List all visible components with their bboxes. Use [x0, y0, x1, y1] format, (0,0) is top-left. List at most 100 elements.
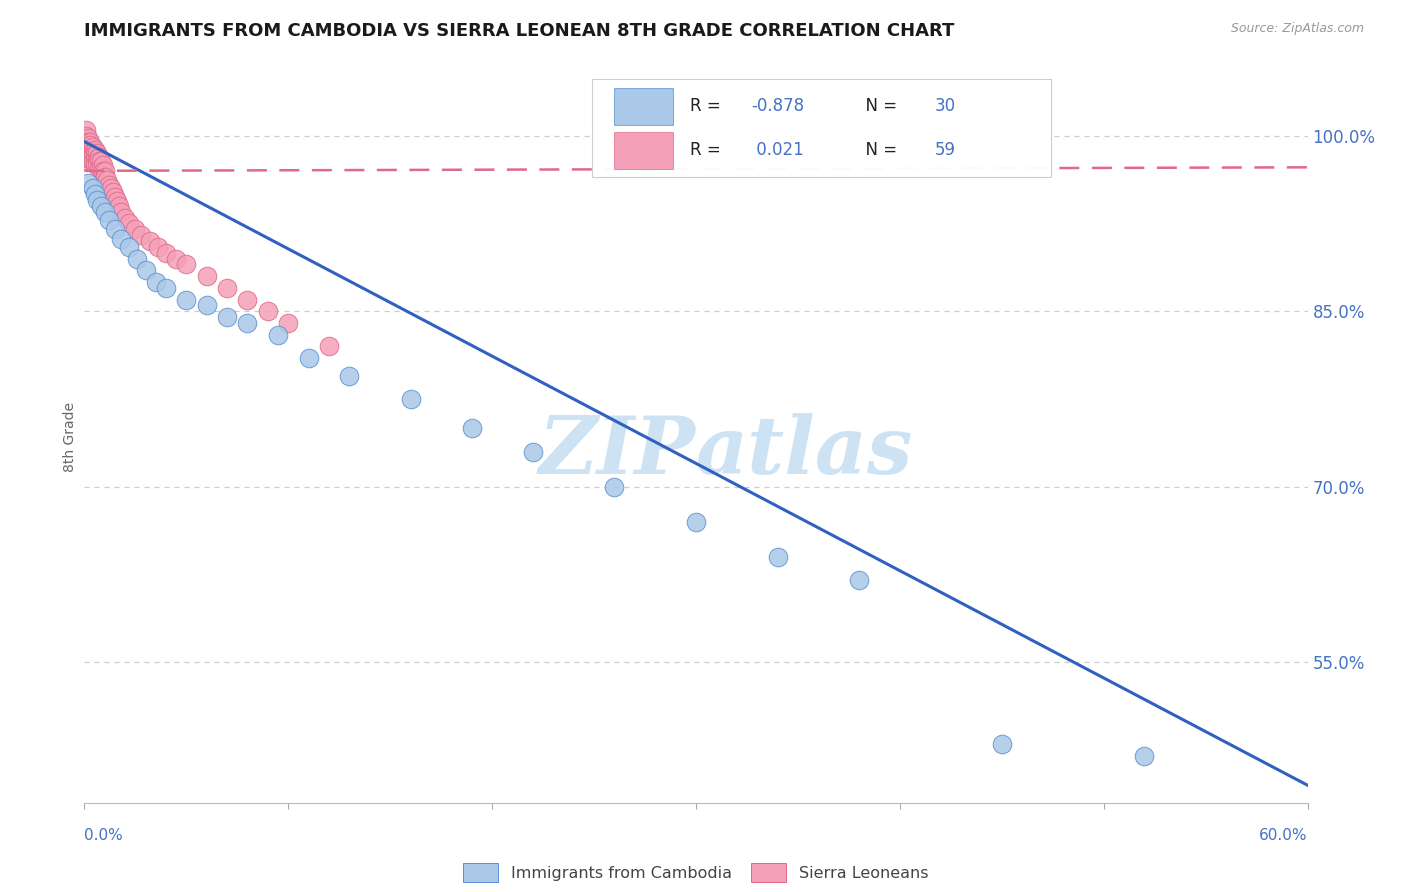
Point: [86, 146, 108, 161]
Legend: Immigrants from Cambodia, Sierra Leoneans: Immigrants from Cambodia, Sierra Leonean…: [458, 858, 934, 887]
Point: [603, 480, 626, 494]
Point: [82, 140, 104, 154]
Point: [77, 135, 100, 149]
Point: [90, 161, 112, 176]
Point: [217, 310, 239, 325]
Point: [131, 228, 153, 243]
Text: 30: 30: [935, 96, 956, 115]
Point: [110, 232, 132, 246]
Point: [257, 304, 280, 318]
Point: [79, 135, 101, 149]
Point: [79, 146, 101, 161]
Point: [146, 240, 169, 254]
Point: [155, 245, 177, 260]
Point: [236, 293, 259, 307]
Point: [82, 154, 104, 169]
Point: [79, 143, 101, 157]
Text: 0.0%: 0.0%: [84, 828, 124, 843]
Point: [82, 181, 104, 195]
Point: [75, 135, 97, 149]
Point: [93, 204, 115, 219]
Point: [277, 316, 299, 330]
Point: [87, 161, 110, 176]
Text: IMMIGRANTS FROM CAMBODIA VS SIERRA LEONEAN 8TH GRADE CORRELATION CHART: IMMIGRANTS FROM CAMBODIA VS SIERRA LEONE…: [84, 22, 955, 40]
Point: [114, 211, 136, 225]
Point: [87, 154, 110, 169]
Text: 0.021: 0.021: [751, 141, 804, 160]
Point: [461, 421, 484, 435]
Point: [298, 351, 321, 365]
Point: [318, 339, 340, 353]
Point: [124, 222, 146, 236]
Point: [79, 138, 101, 153]
Point: [77, 131, 100, 145]
Point: [93, 169, 115, 184]
Point: [77, 146, 100, 161]
Point: [104, 189, 127, 203]
Point: [155, 281, 177, 295]
Point: [685, 515, 707, 529]
FancyBboxPatch shape: [614, 132, 672, 169]
Point: [82, 145, 104, 160]
Point: [101, 185, 124, 199]
Text: 59: 59: [935, 141, 956, 160]
Point: [138, 234, 160, 248]
Point: [195, 298, 218, 312]
Text: -0.878: -0.878: [751, 96, 804, 115]
Point: [165, 252, 187, 266]
Text: Source: ZipAtlas.com: Source: ZipAtlas.com: [1230, 22, 1364, 36]
Point: [77, 138, 100, 153]
Point: [91, 158, 114, 172]
Point: [90, 154, 112, 169]
Point: [267, 327, 290, 342]
Point: [110, 204, 132, 219]
Text: 60.0%: 60.0%: [1260, 828, 1308, 843]
Point: [75, 140, 97, 154]
FancyBboxPatch shape: [592, 78, 1050, 178]
Point: [135, 263, 157, 277]
Point: [195, 269, 218, 284]
Point: [86, 157, 108, 171]
Point: [217, 281, 239, 295]
Point: [991, 737, 1014, 751]
Point: [77, 176, 100, 190]
Point: [174, 293, 197, 307]
Point: [82, 148, 104, 162]
FancyBboxPatch shape: [614, 88, 672, 125]
Point: [96, 173, 118, 187]
Point: [75, 123, 97, 137]
Point: [766, 549, 789, 564]
Point: [104, 222, 127, 236]
Text: N =: N =: [855, 141, 903, 160]
Point: [97, 178, 120, 192]
Point: [87, 150, 110, 164]
Text: N =: N =: [855, 96, 903, 115]
Point: [118, 217, 141, 231]
Text: R =: R =: [690, 96, 725, 115]
Point: [97, 213, 120, 227]
Point: [105, 194, 128, 209]
Point: [1133, 749, 1156, 764]
Point: [86, 152, 108, 166]
Point: [83, 143, 105, 157]
Text: atlas: atlas: [696, 413, 914, 491]
Point: [83, 157, 105, 171]
Point: [100, 181, 122, 195]
Point: [91, 164, 114, 178]
Point: [83, 152, 105, 166]
Point: [236, 316, 259, 330]
Point: [77, 143, 100, 157]
Text: ZIP: ZIP: [538, 413, 696, 491]
Point: [522, 444, 544, 458]
Point: [174, 257, 197, 271]
Text: R =: R =: [690, 141, 725, 160]
Point: [83, 187, 105, 202]
Point: [127, 252, 149, 266]
Point: [93, 164, 115, 178]
Point: [90, 199, 112, 213]
Point: [339, 368, 360, 383]
Y-axis label: 8th Grade: 8th Grade: [63, 402, 77, 472]
Point: [77, 150, 100, 164]
Point: [79, 152, 101, 166]
Point: [848, 574, 870, 588]
